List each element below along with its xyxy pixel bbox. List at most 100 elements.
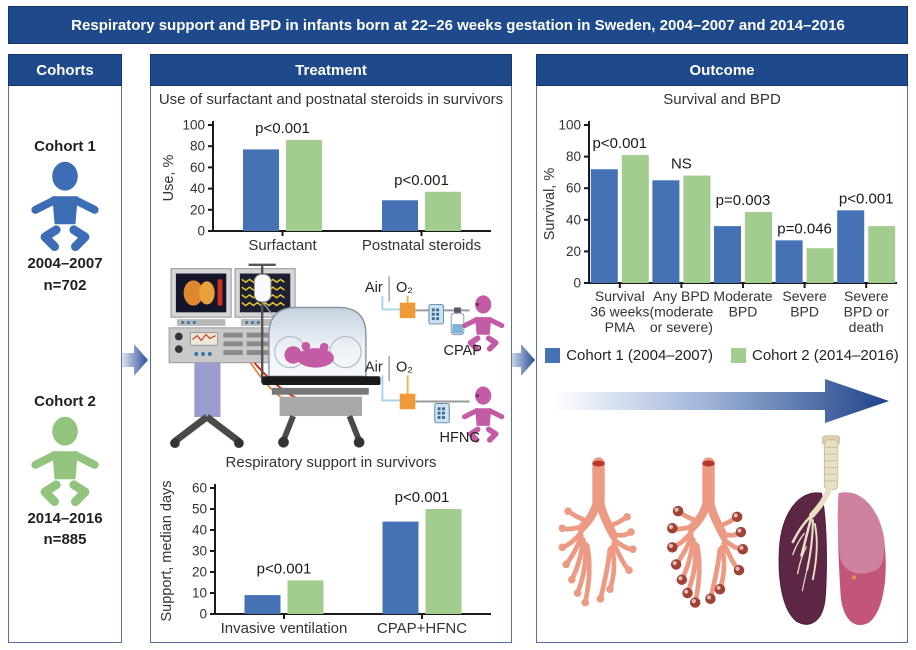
bar (425, 509, 462, 614)
svg-text:60: 60 (566, 181, 581, 196)
cohort2-label: Cohort 2 (34, 392, 96, 410)
svg-text:p<0.001: p<0.001 (395, 489, 450, 506)
svg-text:60: 60 (192, 481, 207, 496)
svg-text:p<0.001: p<0.001 (394, 172, 449, 189)
svg-text:BPD or: BPD or (844, 304, 889, 320)
nicu-illustration: Air O₂ CPAP Air O₂ (168, 263, 510, 449)
bar (868, 226, 896, 283)
outcome-panel: Outcome Survival and BPD 0 20 40 60 80 100 Sur… (536, 54, 908, 643)
legend-item-cohort2: Cohort 2 (2014–2016) (731, 347, 899, 364)
bar (287, 580, 324, 614)
iv-bag (253, 274, 272, 303)
bar (425, 191, 461, 231)
surfactant-chart-title: Use of surfactant and postnatal steroids… (158, 91, 504, 108)
cohorts-panel: Cohorts Cohort 1 2004–2007 n=702 Cohort … (8, 54, 122, 643)
cohort1-label: Cohort 1 (34, 138, 96, 155)
svg-text:80: 80 (190, 139, 205, 154)
svg-text:p<0.001: p<0.001 (257, 560, 312, 577)
svg-text:BPD: BPD (729, 304, 758, 320)
respiratory-support-chart: 0 10 20 30 40 50 60 Support, median days Invasiv… (159, 480, 491, 637)
svg-text:Use, %: Use, % (161, 155, 177, 202)
svg-text:Severe: Severe (782, 288, 827, 304)
left-lung (778, 492, 827, 625)
bar (775, 240, 803, 283)
svg-text:0: 0 (197, 224, 205, 239)
svg-text:p=0.046: p=0.046 (777, 220, 832, 237)
svg-text:CPAP+HFNC: CPAP+HFNC (377, 620, 467, 637)
svg-text:NS: NS (671, 156, 692, 173)
svg-text:10: 10 (192, 586, 207, 601)
bar (590, 169, 618, 283)
cohorts-panel-header: Cohorts (8, 54, 122, 86)
svg-text:death: death (849, 319, 884, 335)
svg-text:20: 20 (190, 202, 205, 217)
lung-development-illustrations (549, 434, 895, 630)
svg-text:0: 0 (199, 607, 207, 622)
svg-text:Survival: Survival (595, 288, 645, 304)
cohort2-n: n=885 (43, 531, 87, 549)
svg-text:100: 100 (182, 118, 205, 133)
bar (243, 149, 279, 231)
svg-text:Any BPD: Any BPD (653, 288, 710, 304)
bar (837, 210, 865, 283)
svg-text:Moderate: Moderate (713, 288, 772, 304)
treatment-to-outcome-arrow-icon (509, 344, 535, 376)
cohort2-years: 2014–2016 (27, 509, 103, 527)
svg-text:36 weeks: 36 weeks (590, 304, 649, 320)
lungs-icon (778, 435, 886, 626)
svg-text:40: 40 (566, 212, 581, 227)
ventilator-stand (194, 362, 221, 418)
bar (652, 180, 680, 283)
svg-text:Severe: Severe (844, 288, 889, 304)
bar (382, 200, 418, 231)
outcome-panel-header: Outcome (536, 54, 908, 86)
treatment-panel: Treatment Use of surfactant and postnata… (150, 54, 512, 643)
legend-item-cohort1: Cohort 1 (2004–2007) (545, 347, 713, 364)
svg-text:BPD: BPD (790, 304, 819, 320)
svg-text:Postnatal steroids: Postnatal steroids (362, 237, 481, 254)
bar (806, 248, 834, 283)
svg-text:100: 100 (558, 118, 581, 133)
svg-text:p<0.001: p<0.001 (255, 120, 310, 137)
svg-text:20: 20 (566, 244, 581, 259)
svg-text:p<0.001: p<0.001 (592, 135, 647, 152)
figure-title: Respiratory support and BPD in infants b… (8, 6, 908, 44)
svg-text:50: 50 (192, 502, 207, 517)
bar (714, 226, 741, 283)
cohort1-n: n=702 (43, 276, 87, 294)
cohort1-years: 2004–2007 (27, 255, 103, 272)
survival-chart-title: Survival and BPD (663, 91, 781, 108)
svg-text:Surfactant: Surfactant (248, 237, 317, 254)
hfnc-baby-icon (465, 387, 502, 440)
surfactant-steroids-chart: 0 20 40 60 80 100 Use, % Surfactant p<0.001 Postn… (161, 118, 491, 254)
blender-cpap (399, 302, 416, 319)
cpap-label: CPAP (443, 343, 482, 359)
bar (683, 175, 711, 283)
svg-text:p<0.001: p<0.001 (839, 190, 894, 207)
svg-text:80: 80 (566, 149, 581, 164)
svg-text:30: 30 (192, 544, 207, 559)
svg-text:40: 40 (192, 523, 207, 538)
air-label-cpap: Air (365, 280, 383, 296)
svg-text:Invasive ventilation: Invasive ventilation (221, 620, 348, 637)
bar (286, 139, 322, 231)
cohort1-baby-icon (25, 159, 105, 251)
svg-text:(moderate: (moderate (649, 304, 713, 320)
cohort2-swatch (731, 348, 746, 363)
treatment-panel-header: Treatment (150, 54, 512, 86)
bar (621, 155, 649, 283)
incubator-base (279, 396, 363, 417)
o2-label-cpap: O₂ (396, 280, 413, 296)
svg-text:20: 20 (192, 565, 207, 580)
bar (244, 595, 281, 614)
chart-legend: Cohort 1 (2004–2007) Cohort 2 (2014–2016… (545, 347, 899, 364)
air-label-hfnc: Air (365, 359, 383, 375)
bar (745, 211, 772, 283)
svg-text:60: 60 (190, 160, 205, 175)
cpap-baby-icon (465, 295, 502, 348)
bronchial-tree-alveoli-icon (659, 438, 759, 630)
cpap-bottle-cap (454, 307, 461, 314)
cohorts-panel-body: Cohort 1 2004–2007 n=702 Cohort 2 2014–2… (8, 86, 122, 643)
svg-text:p=0.003: p=0.003 (716, 192, 771, 209)
